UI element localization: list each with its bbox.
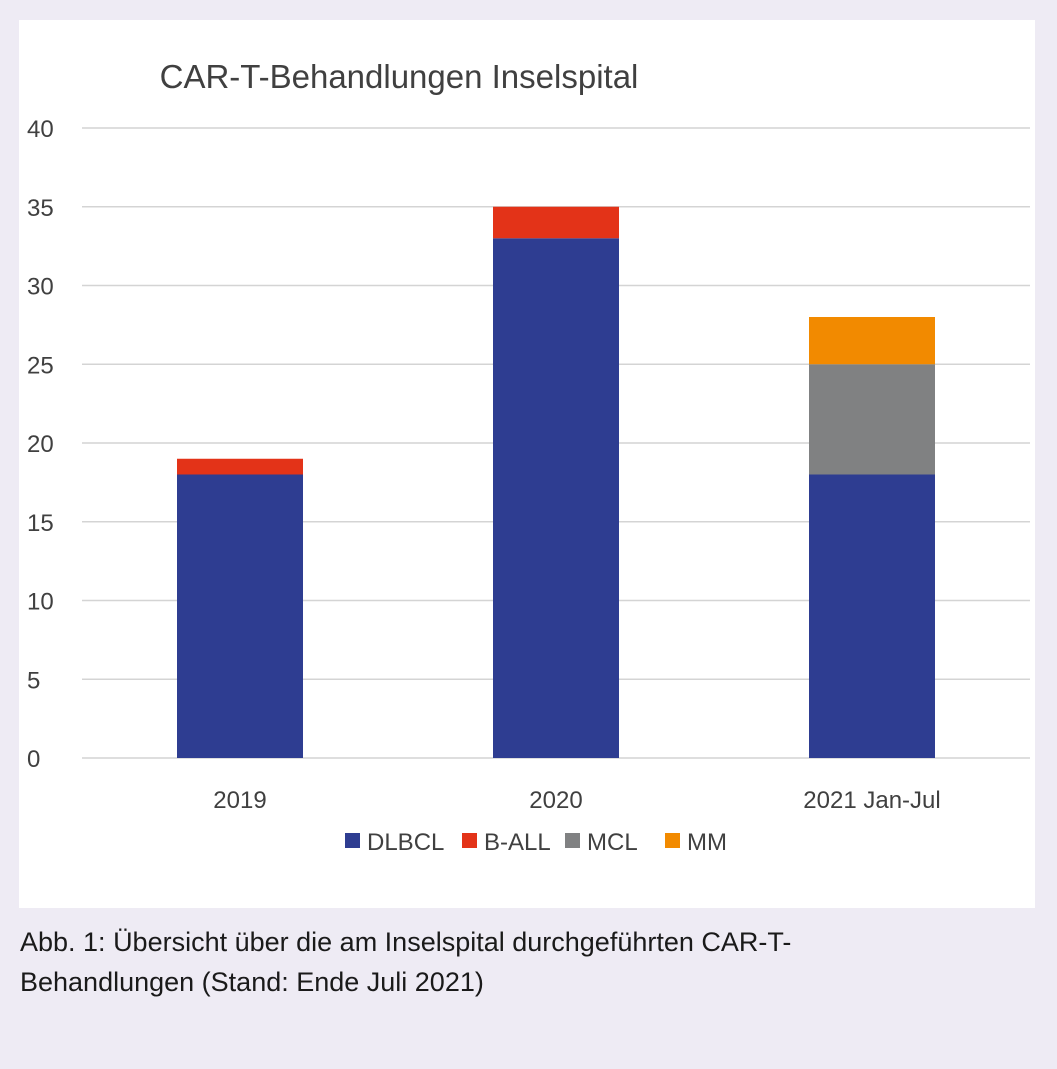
bars	[177, 206, 935, 758]
y-tick-label: 20	[27, 431, 54, 458]
legend-label-mm: MM	[687, 829, 727, 856]
y-tick-label: 10	[27, 589, 54, 616]
y-tick-label: 0	[27, 746, 40, 773]
caption-line-1: Abb. 1: Übersicht über die am Inselspita…	[20, 927, 792, 957]
bar-b-all-1	[493, 206, 619, 239]
legend-swatch-mm	[665, 833, 680, 848]
x-tick-label: 2020	[529, 787, 582, 814]
bar-dlbcl-1	[493, 238, 619, 758]
x-tick-label: 2021 Jan-Jul	[803, 787, 940, 814]
legend-swatch-mcl	[565, 833, 580, 848]
legend-label-mcl: MCL	[587, 829, 638, 856]
legend-label-dlbcl: DLBCL	[367, 829, 444, 856]
legend: DLBCL B-ALL MCL MM	[345, 829, 727, 856]
y-tick-label: 35	[27, 195, 54, 222]
legend-swatch-dlbcl	[345, 833, 360, 848]
bar-dlbcl-2	[809, 474, 935, 758]
bar-b-all-0	[177, 458, 303, 475]
y-tick-label: 5	[27, 667, 40, 694]
bar-mm-2	[809, 317, 935, 365]
y-tick-label: 25	[27, 352, 54, 379]
x-tick-label: 2019	[213, 787, 266, 814]
chart-title: CAR-T-Behandlungen Inselspital	[160, 58, 639, 95]
chart-panel: CAR-T-Behandlungen Inselspital 0 5 10 15 20 2…	[19, 20, 1035, 908]
figure-caption: Abb. 1: Übersicht über die am Inselspita…	[20, 922, 1020, 1002]
stacked-bar-chart: CAR-T-Behandlungen Inselspital 051015202…	[27, 58, 1030, 856]
y-tick-label: 15	[27, 510, 54, 537]
y-tick-label: 40	[27, 116, 54, 143]
y-tick-label: 30	[27, 274, 54, 301]
legend-swatch-b-all	[462, 833, 477, 848]
caption-line-2: Behandlungen (Stand: Ende Juli 2021)	[20, 967, 484, 997]
legend-label-b-all: B-ALL	[484, 829, 551, 856]
bar-mcl-2	[809, 364, 935, 475]
x-axis-ticks: 2019 2020 2021 Jan-Jul	[213, 787, 940, 814]
bar-dlbcl-0	[177, 474, 303, 758]
y-axis-ticks: 0 5 10 15 20 25 30 35 40	[27, 116, 54, 773]
